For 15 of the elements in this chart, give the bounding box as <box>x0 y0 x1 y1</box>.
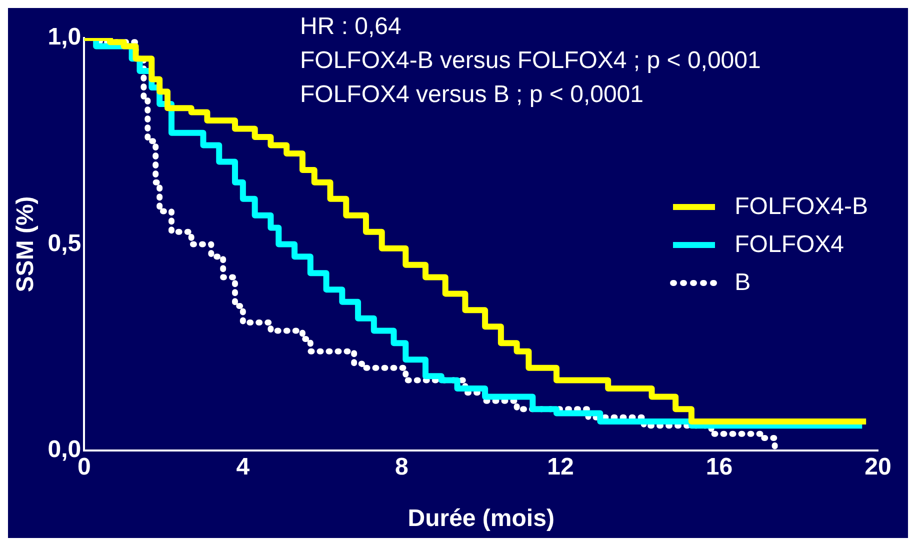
legend-label: FOLFOX4-B <box>734 193 868 221</box>
x-tick-label: 16 <box>706 453 733 480</box>
x-tick-label: 8 <box>395 453 408 480</box>
y-axis-title: SSM (%) <box>12 196 40 292</box>
y-tick-label: 1,0 <box>48 24 82 51</box>
legend-label: B <box>734 269 751 297</box>
legend-label: FOLFOX4 <box>734 231 844 259</box>
y-tick-label: 0,5 <box>48 230 82 257</box>
x-tick-label: 12 <box>547 453 574 480</box>
annotation: FOLFOX4-B versus FOLFOX4 ; p < 0,0001 <box>300 46 761 76</box>
x-tick-label: 4 <box>236 453 250 480</box>
x-tick-label: 20 <box>864 453 892 480</box>
annotation: FOLFOX4 versus B ; p < 0,0001 <box>300 80 644 110</box>
x-axis-title: Durée (mois) <box>408 505 554 532</box>
annotation: HR : 0,64 <box>300 12 402 42</box>
